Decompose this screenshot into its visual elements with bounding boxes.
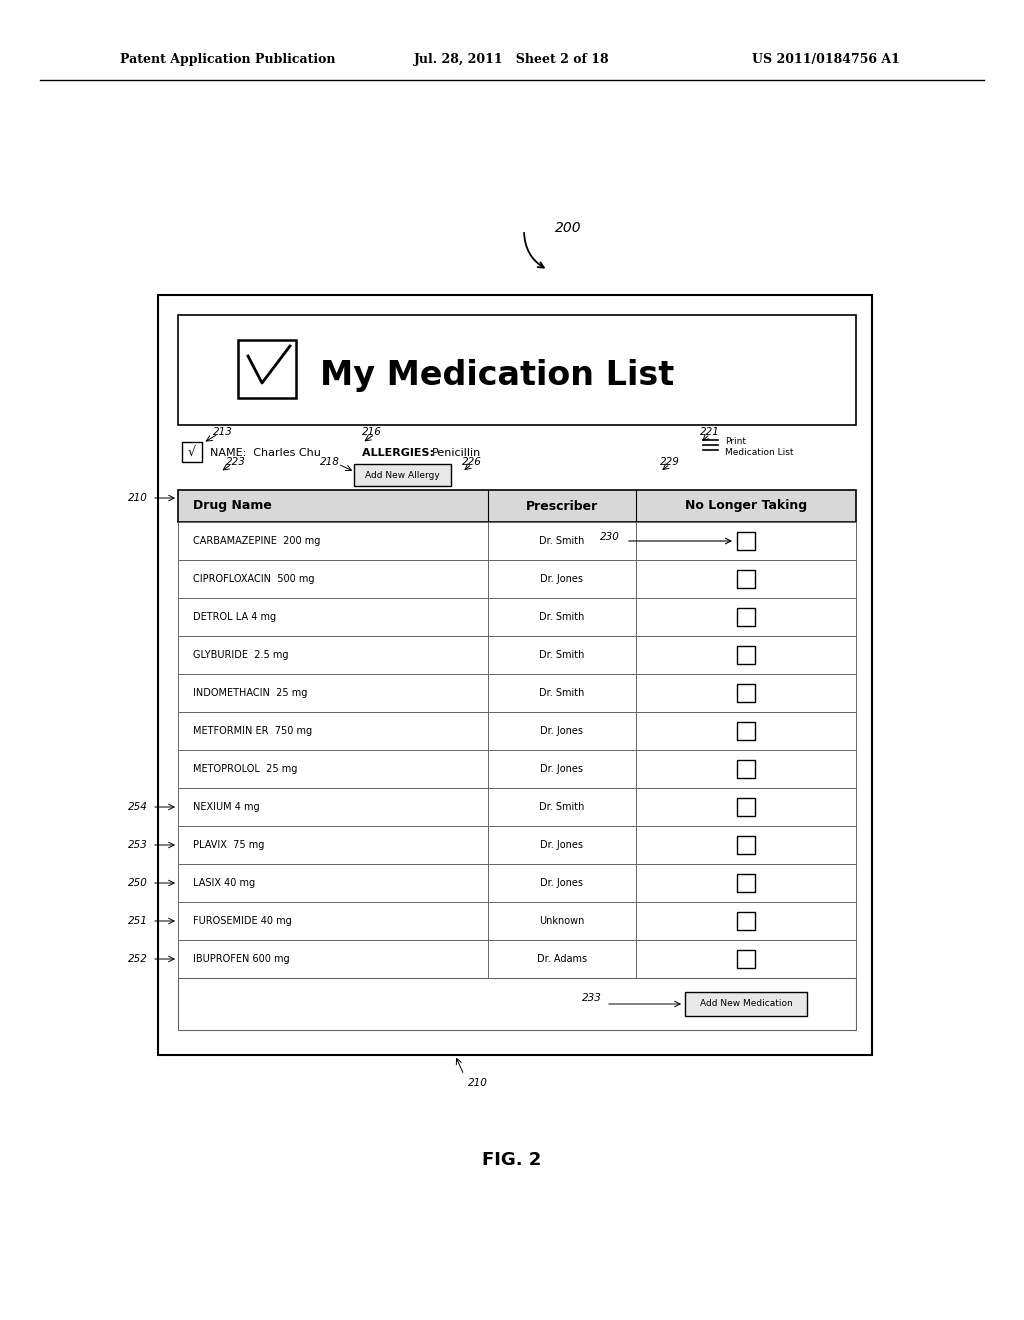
Text: Dr. Smith: Dr. Smith (540, 803, 585, 812)
Text: 223: 223 (226, 457, 246, 467)
Bar (158, 294, 872, 1055)
Text: 250: 250 (128, 878, 148, 888)
Text: 226: 226 (462, 457, 482, 467)
Text: METOPROLOL  25 mg: METOPROLOL 25 mg (193, 764, 297, 774)
Bar (178, 521, 856, 560)
Text: My Medication List: My Medication List (319, 359, 674, 392)
Text: CARBAMAZEPINE  200 mg: CARBAMAZEPINE 200 mg (193, 536, 321, 546)
Text: 216: 216 (362, 426, 382, 437)
Text: IBUPROFEN 600 mg: IBUPROFEN 600 mg (193, 954, 290, 964)
Text: Dr. Smith: Dr. Smith (540, 612, 585, 622)
Bar (737, 570, 755, 587)
Bar (178, 788, 856, 826)
Text: ALLERGIES:: ALLERGIES: (362, 447, 438, 458)
Bar (178, 675, 856, 711)
Bar (178, 940, 856, 978)
Text: NEXIUM 4 mg: NEXIUM 4 mg (193, 803, 260, 812)
Bar (737, 609, 755, 626)
Text: Dr. Smith: Dr. Smith (540, 688, 585, 698)
Bar (178, 826, 856, 865)
Bar (178, 902, 856, 940)
Text: CIPROFLOXACIN  500 mg: CIPROFLOXACIN 500 mg (193, 574, 314, 583)
Text: INDOMETHACIN  25 mg: INDOMETHACIN 25 mg (193, 688, 307, 698)
Bar (737, 532, 755, 550)
Text: 253: 253 (128, 840, 148, 850)
Bar (737, 684, 755, 702)
Bar (737, 950, 755, 968)
Text: Dr. Jones: Dr. Jones (541, 878, 584, 888)
Text: √: √ (188, 446, 196, 458)
Bar (178, 865, 856, 902)
Bar (178, 598, 856, 636)
Text: 221: 221 (700, 426, 720, 437)
Bar (178, 750, 856, 788)
Text: GLYBURIDE  2.5 mg: GLYBURIDE 2.5 mg (193, 649, 289, 660)
Text: Dr. Smith: Dr. Smith (540, 536, 585, 546)
Text: FUROSEMIDE 40 mg: FUROSEMIDE 40 mg (193, 916, 292, 927)
Bar (737, 722, 755, 741)
Text: Jul. 28, 2011   Sheet 2 of 18: Jul. 28, 2011 Sheet 2 of 18 (414, 54, 610, 66)
Bar (737, 912, 755, 931)
Bar (182, 442, 202, 462)
Text: 210: 210 (468, 1078, 487, 1088)
Bar (178, 711, 856, 750)
Bar (737, 836, 755, 854)
Text: 200: 200 (555, 220, 582, 235)
Bar (737, 760, 755, 777)
Text: 218: 218 (319, 457, 340, 467)
Text: Print
Medication List: Print Medication List (725, 437, 794, 458)
Text: METFORMIN ER  750 mg: METFORMIN ER 750 mg (193, 726, 312, 737)
Text: 252: 252 (128, 954, 148, 964)
Text: Dr. Jones: Dr. Jones (541, 726, 584, 737)
Bar (178, 560, 856, 598)
Text: PLAVIX  75 mg: PLAVIX 75 mg (193, 840, 264, 850)
Text: 233: 233 (582, 993, 602, 1003)
Text: Dr. Jones: Dr. Jones (541, 574, 584, 583)
Text: FIG. 2: FIG. 2 (482, 1151, 542, 1170)
Text: Dr. Smith: Dr. Smith (540, 649, 585, 660)
Text: 254: 254 (128, 803, 148, 812)
Text: Unknown: Unknown (540, 916, 585, 927)
Bar (737, 645, 755, 664)
Bar (178, 978, 856, 1030)
Text: Drug Name: Drug Name (193, 499, 272, 512)
Text: Patent Application Publication: Patent Application Publication (120, 54, 336, 66)
Text: No Longer Taking: No Longer Taking (685, 499, 807, 512)
Text: 229: 229 (660, 457, 680, 467)
Text: Add New Medication: Add New Medication (699, 999, 793, 1008)
Text: Dr. Jones: Dr. Jones (541, 764, 584, 774)
Text: Prescriber: Prescriber (526, 499, 598, 512)
Bar (178, 636, 856, 675)
FancyBboxPatch shape (685, 993, 807, 1016)
Text: Penicillin: Penicillin (432, 447, 481, 458)
Text: NAME:  Charles Chu: NAME: Charles Chu (210, 447, 321, 458)
Bar (737, 874, 755, 892)
Text: Dr. Jones: Dr. Jones (541, 840, 584, 850)
Text: DETROL LA 4 mg: DETROL LA 4 mg (193, 612, 276, 622)
Text: Dr. Adams: Dr. Adams (537, 954, 587, 964)
Text: 210: 210 (128, 492, 148, 503)
FancyBboxPatch shape (354, 465, 451, 486)
Bar (737, 799, 755, 816)
Bar (238, 341, 296, 399)
Bar (178, 490, 856, 521)
Text: 251: 251 (128, 916, 148, 927)
Bar (178, 315, 856, 425)
Text: 213: 213 (213, 426, 232, 437)
Text: US 2011/0184756 A1: US 2011/0184756 A1 (752, 54, 900, 66)
Text: LASIX 40 mg: LASIX 40 mg (193, 878, 255, 888)
Text: 230: 230 (600, 532, 620, 543)
Text: Add New Allergy: Add New Allergy (366, 470, 440, 479)
